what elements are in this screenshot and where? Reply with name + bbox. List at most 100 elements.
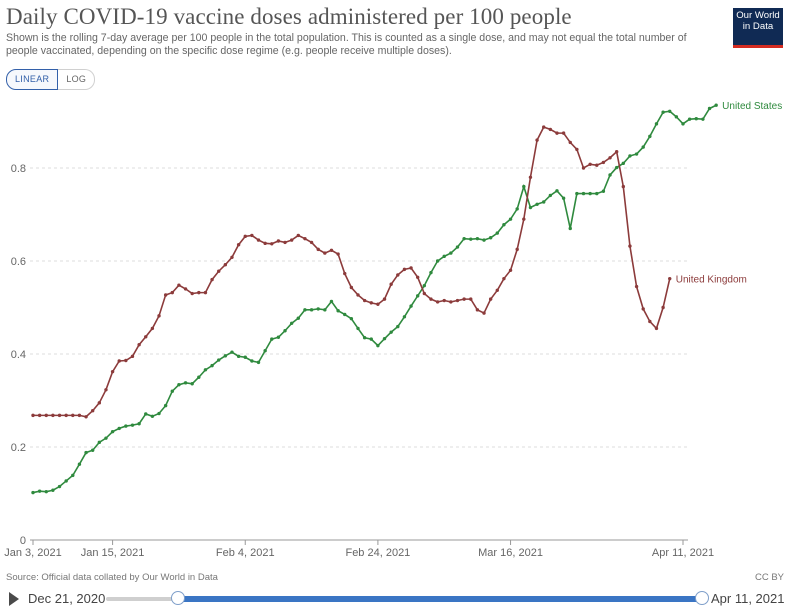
- data-point[interactable]: [714, 103, 718, 107]
- data-point[interactable]: [90, 448, 95, 452]
- data-point[interactable]: [409, 304, 413, 308]
- data-point[interactable]: [157, 411, 161, 416]
- data-point[interactable]: [475, 236, 480, 241]
- data-point[interactable]: [535, 138, 539, 142]
- data-point[interactable]: [707, 106, 712, 111]
- data-point[interactable]: [522, 217, 526, 221]
- data-point[interactable]: [581, 166, 586, 170]
- data-point[interactable]: [555, 131, 559, 135]
- data-point[interactable]: [528, 175, 533, 179]
- data-point[interactable]: [581, 191, 586, 196]
- data-point[interactable]: [203, 290, 208, 295]
- data-point[interactable]: [303, 308, 307, 312]
- data-point[interactable]: [250, 359, 254, 363]
- data-point[interactable]: [150, 414, 155, 419]
- data-point[interactable]: [469, 297, 473, 301]
- data-point[interactable]: [561, 196, 566, 200]
- data-point[interactable]: [502, 223, 506, 227]
- data-point[interactable]: [396, 273, 400, 277]
- data-point[interactable]: [104, 388, 108, 392]
- data-point[interactable]: [163, 293, 168, 297]
- data-point[interactable]: [641, 307, 645, 311]
- data-point[interactable]: [349, 285, 354, 290]
- data-point[interactable]: [601, 160, 606, 165]
- data-point[interactable]: [276, 239, 281, 243]
- data-point[interactable]: [376, 302, 380, 306]
- data-point[interactable]: [163, 403, 168, 408]
- data-point[interactable]: [309, 308, 314, 312]
- data-point[interactable]: [687, 117, 692, 121]
- data-point[interactable]: [542, 200, 546, 204]
- data-point[interactable]: [575, 191, 579, 196]
- data-point[interactable]: [190, 382, 194, 386]
- data-point[interactable]: [177, 382, 181, 387]
- data-point[interactable]: [124, 424, 128, 428]
- data-point[interactable]: [250, 233, 254, 238]
- data-point[interactable]: [634, 284, 639, 289]
- data-point[interactable]: [488, 297, 493, 301]
- data-point[interactable]: [37, 413, 42, 418]
- data-point[interactable]: [634, 152, 639, 156]
- data-point[interactable]: [621, 161, 626, 166]
- data-point[interactable]: [469, 237, 473, 241]
- data-point[interactable]: [429, 297, 433, 301]
- data-point[interactable]: [137, 422, 141, 426]
- data-point[interactable]: [217, 269, 221, 273]
- data-point[interactable]: [462, 297, 466, 301]
- data-point[interactable]: [77, 462, 82, 466]
- data-point[interactable]: [336, 309, 340, 313]
- data-point[interactable]: [157, 314, 161, 318]
- data-point[interactable]: [442, 254, 446, 259]
- data-point[interactable]: [256, 360, 261, 365]
- data-point[interactable]: [210, 363, 214, 368]
- data-point[interactable]: [555, 189, 559, 193]
- data-point[interactable]: [588, 162, 592, 166]
- data-point[interactable]: [595, 163, 599, 167]
- data-point[interactable]: [681, 122, 685, 126]
- data-point[interactable]: [323, 251, 327, 255]
- data-point[interactable]: [276, 335, 281, 339]
- data-point[interactable]: [508, 268, 513, 272]
- data-point[interactable]: [661, 110, 665, 114]
- data-point[interactable]: [495, 231, 499, 235]
- data-point[interactable]: [449, 251, 453, 255]
- data-point[interactable]: [236, 243, 241, 247]
- data-point[interactable]: [77, 413, 82, 418]
- data-point[interactable]: [230, 255, 234, 259]
- data-point[interactable]: [701, 117, 705, 121]
- data-point[interactable]: [170, 290, 174, 295]
- data-point[interactable]: [117, 359, 121, 363]
- data-point[interactable]: [336, 252, 340, 256]
- data-point[interactable]: [402, 315, 407, 319]
- series-uk[interactable]: [31, 125, 672, 419]
- data-point[interactable]: [150, 326, 155, 331]
- data-point[interactable]: [183, 287, 188, 291]
- data-point[interactable]: [396, 324, 400, 329]
- data-point[interactable]: [614, 165, 619, 170]
- data-point[interactable]: [303, 236, 307, 241]
- data-point[interactable]: [223, 354, 228, 358]
- data-point[interactable]: [236, 354, 241, 359]
- data-point[interactable]: [243, 234, 247, 239]
- data-point[interactable]: [548, 193, 553, 198]
- data-point[interactable]: [203, 368, 208, 372]
- data-point[interactable]: [243, 355, 247, 359]
- data-point[interactable]: [177, 283, 181, 287]
- data-point[interactable]: [601, 189, 606, 193]
- data-point[interactable]: [369, 337, 373, 341]
- data-point[interactable]: [356, 326, 360, 331]
- data-point[interactable]: [628, 154, 632, 158]
- data-point[interactable]: [362, 336, 367, 340]
- data-point[interactable]: [137, 343, 141, 347]
- data-point[interactable]: [668, 109, 672, 113]
- data-point[interactable]: [64, 413, 68, 418]
- data-point[interactable]: [289, 321, 294, 326]
- data-point[interactable]: [223, 263, 228, 267]
- data-point[interactable]: [316, 247, 320, 252]
- data-point[interactable]: [648, 134, 652, 139]
- data-point[interactable]: [482, 238, 486, 242]
- timeline-selected-range[interactable]: [178, 596, 702, 602]
- license-link[interactable]: CC BY: [754, 572, 784, 583]
- data-point[interactable]: [57, 484, 62, 489]
- timeline-start-handle[interactable]: [171, 591, 185, 605]
